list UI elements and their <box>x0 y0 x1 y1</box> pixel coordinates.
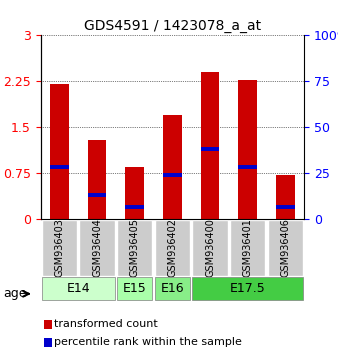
Text: percentile rank within the sample: percentile rank within the sample <box>54 337 242 347</box>
Bar <box>276 205 295 209</box>
Bar <box>276 175 295 219</box>
Bar <box>50 165 69 169</box>
Text: GSM936406: GSM936406 <box>280 218 290 277</box>
Bar <box>201 147 219 151</box>
FancyBboxPatch shape <box>192 220 228 275</box>
Title: GDS4591 / 1423078_a_at: GDS4591 / 1423078_a_at <box>84 19 261 33</box>
Text: transformed count: transformed count <box>54 319 158 329</box>
FancyBboxPatch shape <box>230 220 265 275</box>
FancyBboxPatch shape <box>117 278 152 299</box>
Bar <box>238 165 257 169</box>
Text: GSM936404: GSM936404 <box>92 218 102 277</box>
Text: GSM936402: GSM936402 <box>167 218 177 277</box>
Bar <box>125 205 144 209</box>
Bar <box>125 167 144 219</box>
Bar <box>88 140 106 219</box>
Bar <box>163 115 182 219</box>
Text: GSM936401: GSM936401 <box>243 218 253 277</box>
Bar <box>201 72 219 219</box>
Text: age: age <box>3 287 27 300</box>
Text: E14: E14 <box>66 282 90 295</box>
Text: GSM936403: GSM936403 <box>54 218 65 277</box>
FancyBboxPatch shape <box>268 220 303 275</box>
Bar <box>88 193 106 197</box>
Bar <box>44 338 52 347</box>
Text: E15: E15 <box>123 282 147 295</box>
Text: GSM936400: GSM936400 <box>205 218 215 277</box>
FancyBboxPatch shape <box>155 220 190 275</box>
Bar <box>44 320 52 329</box>
Bar <box>238 80 257 219</box>
FancyBboxPatch shape <box>79 220 115 275</box>
FancyBboxPatch shape <box>42 278 115 299</box>
Text: E17.5: E17.5 <box>230 282 266 295</box>
Text: GSM936405: GSM936405 <box>130 218 140 277</box>
FancyBboxPatch shape <box>42 220 77 275</box>
FancyBboxPatch shape <box>192 278 303 299</box>
Bar <box>163 173 182 177</box>
Text: E16: E16 <box>161 282 184 295</box>
Bar <box>50 85 69 219</box>
FancyBboxPatch shape <box>117 220 152 275</box>
FancyBboxPatch shape <box>155 278 190 299</box>
